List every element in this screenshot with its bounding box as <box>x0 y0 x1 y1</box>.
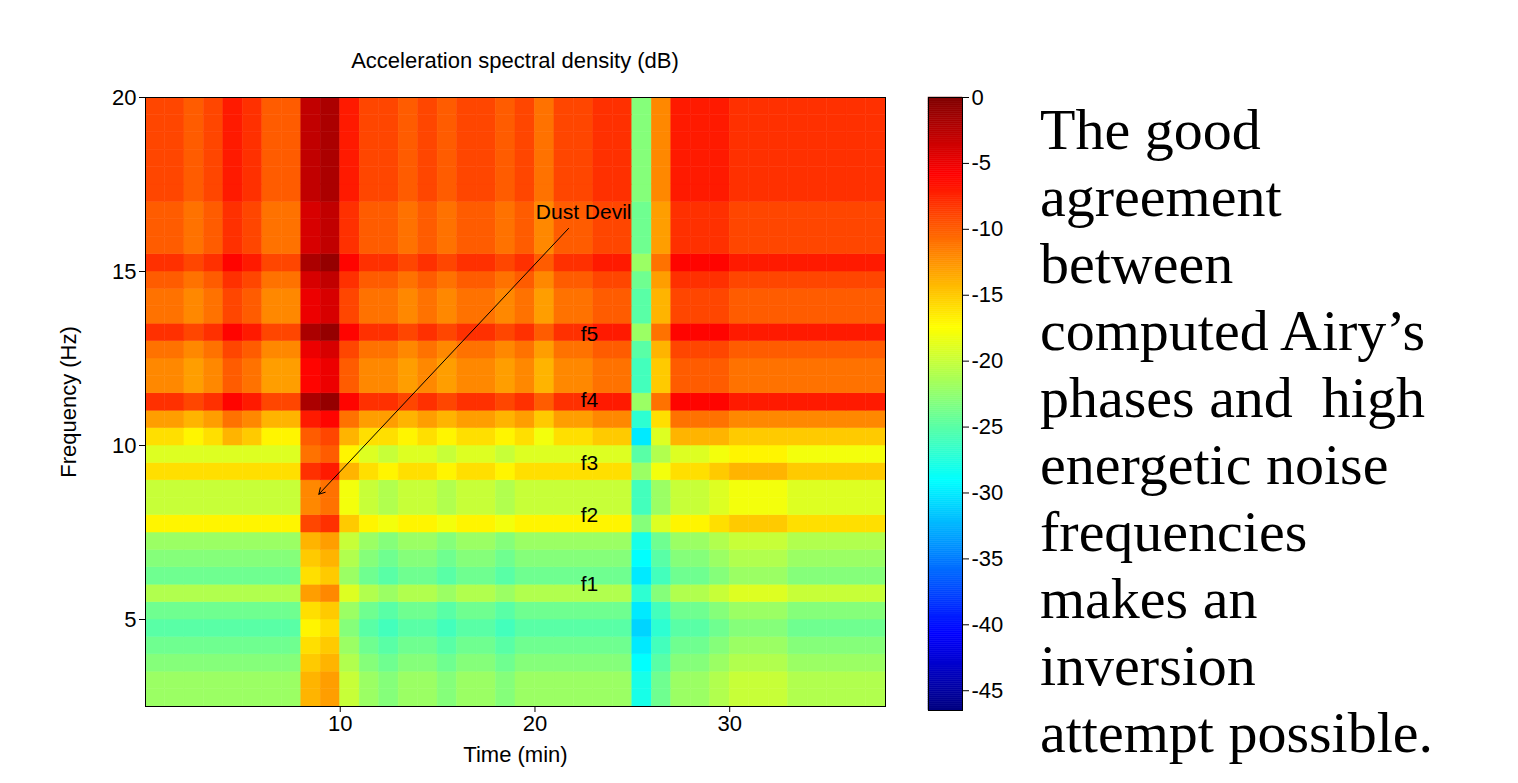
svg-text:30: 30 <box>717 711 741 736</box>
svg-text:20: 20 <box>523 711 547 736</box>
svg-text:f4: f4 <box>581 388 599 411</box>
svg-text:-35: -35 <box>972 546 1004 571</box>
svg-text:-15: -15 <box>972 282 1004 307</box>
svg-text:-30: -30 <box>972 480 1004 505</box>
html-text:Acceleration spectral density: Acceleration spectral density (dB) <box>351 48 679 73</box>
svg-text:-10: -10 <box>972 216 1004 241</box>
svg-text:Dust Devil: Dust Devil <box>536 200 632 223</box>
svg-text:15: 15 <box>112 259 136 284</box>
svg-text:f3: f3 <box>581 451 599 474</box>
svg-text:-5: -5 <box>972 150 992 175</box>
svg-text:f2: f2 <box>581 503 599 526</box>
html-text:The good agreement between com: The good agreement between computed Airy… <box>1040 97 1434 765</box>
svg-text:10: 10 <box>112 433 136 458</box>
svg-text:20: 20 <box>112 85 136 110</box>
svg-text:0: 0 <box>972 85 984 110</box>
svg-text:f5: f5 <box>581 322 599 345</box>
svg-text:5: 5 <box>124 607 136 632</box>
svg-text:-25: -25 <box>972 414 1004 439</box>
svg-text:10: 10 <box>328 711 352 736</box>
svg-text:-20: -20 <box>972 348 1004 373</box>
svg-text:Time (min): Time (min) <box>463 742 567 767</box>
svg-text:f1: f1 <box>581 572 599 595</box>
svg-text:-40: -40 <box>972 612 1004 637</box>
svg-text:-45: -45 <box>972 678 1004 703</box>
svg-text:Frequency (Hz): Frequency (Hz) <box>56 326 81 478</box>
